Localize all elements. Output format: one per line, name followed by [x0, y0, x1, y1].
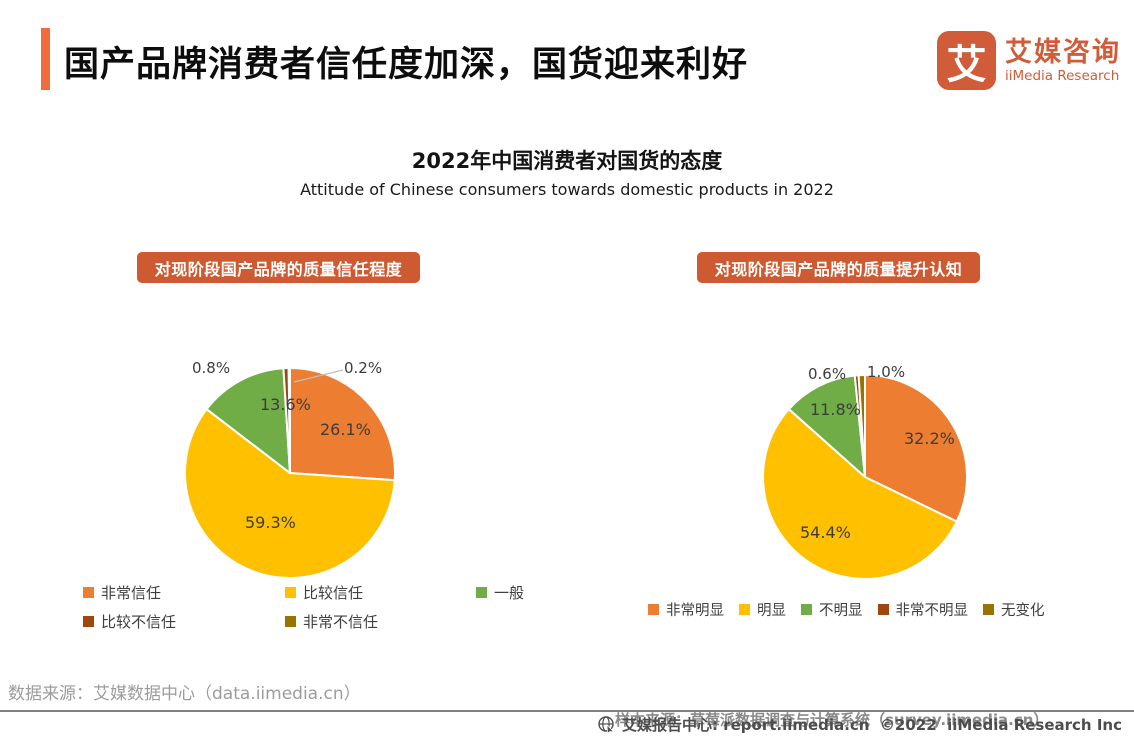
- pie-chart-improvement: 32.2% 54.4% 11.8% 0.6% 1.0%: [760, 363, 970, 586]
- data-source-note: 数据来源：艾媒数据中心（data.iimedia.cn）: [8, 684, 361, 704]
- legend-row: 非常信任 比较信任 一般: [83, 578, 533, 607]
- pie-slice: [857, 374, 866, 478]
- legend-left: 非常信任 比较信任 一般 比较不信任 非常不信任: [83, 578, 533, 636]
- legend-label: 非常明显: [666, 603, 724, 619]
- chart-subtitle: Attitude of Chinese consumers towards do…: [300, 180, 834, 199]
- pie-slice: [205, 367, 291, 474]
- pie-slice: [762, 408, 958, 580]
- legend-label: 非常信任: [101, 584, 162, 602]
- legend-swatch: [476, 587, 487, 598]
- legend-label: 明显: [757, 603, 786, 619]
- legend-swatch: [648, 604, 659, 615]
- sample-source-line1: 样本来源：草莓派数据调查与计算系统（survey.iimedia.cn）: [615, 711, 1049, 729]
- pie-slice-label: 0.6%: [808, 365, 847, 383]
- pie-svg-right: [762, 374, 968, 580]
- pie-slice: [184, 408, 396, 579]
- legend-label: 非常不信任: [303, 613, 379, 631]
- logo-mark-icon: 艾: [937, 31, 996, 90]
- pie-slice-label: 59.3%: [245, 513, 296, 532]
- legend-swatch: [801, 604, 812, 615]
- logo-name-en: iiMedia Research: [1005, 67, 1120, 84]
- legend-label: 比较信任: [303, 584, 364, 602]
- pie-slice: [289, 367, 396, 482]
- pie-slice-label: 54.4%: [800, 523, 851, 542]
- legend-swatch: [285, 616, 296, 627]
- left-chart-badge: 对现阶段国产品牌的质量信任程度: [137, 252, 420, 283]
- pie-slice-label: 11.8%: [810, 400, 861, 419]
- legend-label: 一般: [494, 584, 525, 602]
- right-chart-badge: 对现阶段国产品牌的质量提升认知: [697, 252, 980, 283]
- sample-source-note: 样本来源：草莓派数据调查与计算系统（survey.iimedia.cn） 样本量…: [615, 645, 1048, 737]
- legend-swatch: [83, 616, 94, 627]
- pie-slice-label: 26.1%: [320, 420, 371, 439]
- pie-slice: [287, 367, 291, 474]
- pie-slice-label: 1.0%: [867, 363, 906, 381]
- legend-item: 无变化: [983, 599, 1045, 620]
- pie-svg-left: [184, 367, 396, 579]
- legend-row: 比较不信任 非常不信任: [83, 607, 533, 636]
- pie-slice-label: 32.2%: [904, 429, 955, 448]
- legend-label: 不明显: [819, 603, 863, 619]
- footer-text: 艾媒报告中心: report.iimedia.cn ©2022 iiMedia …: [622, 716, 1122, 734]
- pie-slice: [864, 374, 968, 523]
- pie-slice-label: 0.8%: [192, 359, 231, 377]
- legend-label: 无变化: [1001, 603, 1045, 619]
- legend-swatch: [739, 604, 750, 615]
- logo-text: 艾媒咨询 iiMedia Research: [1005, 31, 1121, 90]
- company-logo: 艾 艾媒咨询 iiMedia Research: [937, 31, 1121, 90]
- footer: 艾媒报告中心: report.iimedia.cn ©2022 iiMedia …: [597, 714, 1122, 735]
- leader-line: [293, 369, 344, 383]
- pie-slice-label: 0.2%: [344, 359, 383, 377]
- legend-swatch: [285, 587, 296, 598]
- footer-divider: [0, 710, 1134, 712]
- legend-label: 比较不信任: [101, 613, 177, 631]
- legend-item: 不明显: [801, 599, 863, 620]
- legend-item: 明显: [739, 599, 786, 620]
- legend-item: 一般: [476, 582, 524, 603]
- globe-cursor-icon: [598, 716, 615, 734]
- pie-slice: [787, 374, 866, 478]
- legend-item: 非常不明显: [877, 599, 969, 620]
- legend-item: 比较信任: [285, 582, 476, 603]
- legend-item: 非常不信任: [285, 611, 476, 632]
- legend-item: 比较不信任: [83, 611, 285, 632]
- legend-item: 非常信任: [83, 582, 285, 603]
- legend-label: 非常不明显: [895, 603, 969, 619]
- logo-name-cn: 艾媒咨询: [1005, 36, 1121, 68]
- title-accent-bar: [41, 28, 50, 90]
- legend-swatch: [983, 604, 994, 615]
- pie-chart-trust: 26.1% 59.3% 13.6% 0.8% 0.2%: [180, 359, 400, 589]
- chart-title: 2022年中国消费者对国货的态度: [411, 149, 723, 173]
- legend-swatch: [877, 604, 889, 615]
- legend-swatch: [83, 587, 94, 598]
- legend-right: 非常明显 明显 不明显 非常不明显 无变化: [648, 599, 1045, 620]
- pie-slice-label: 13.6%: [260, 395, 311, 414]
- page-title: 国产品牌消费者信任度加深，国货迎来利好: [64, 45, 749, 85]
- legend-item: 非常明显: [648, 599, 724, 620]
